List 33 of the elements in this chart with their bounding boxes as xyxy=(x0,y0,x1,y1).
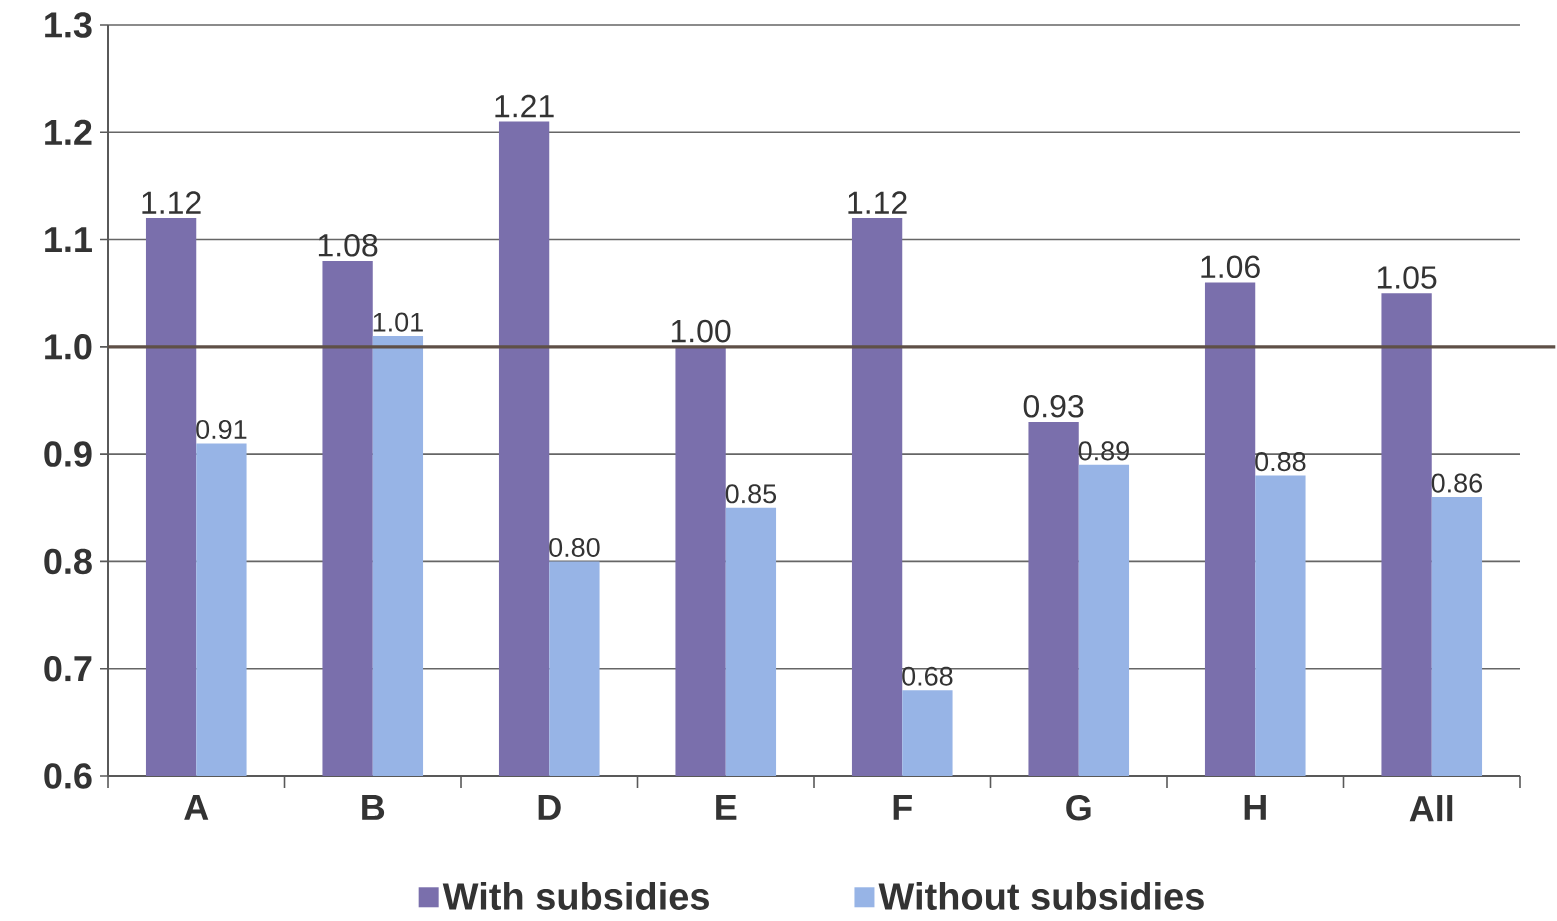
x-tick-label: H xyxy=(1244,795,1266,821)
data-label: 0.91 xyxy=(196,420,247,440)
y-tick-label: 1.0 xyxy=(45,334,92,360)
legend-label: Without subsidies xyxy=(878,882,1204,911)
x-tick-label: A xyxy=(184,795,209,821)
data-label: 1.05 xyxy=(1377,266,1437,290)
data-label: 0.88 xyxy=(1255,452,1306,472)
data-label: 0.93 xyxy=(1023,395,1084,418)
y-tick-label: 0.8 xyxy=(44,548,92,575)
y-tick-label: 1.3 xyxy=(45,12,92,38)
data-label: 1.12 xyxy=(848,191,907,214)
x-tick-label: E xyxy=(716,795,737,821)
data-label: 0.68 xyxy=(902,666,953,686)
y-tick-label: 1.1 xyxy=(45,227,92,253)
x-tick-label: B xyxy=(362,795,385,821)
data-label: 0.86 xyxy=(1431,473,1482,493)
data-label: 1.06 xyxy=(1201,255,1260,279)
y-tick-label: 0.7 xyxy=(44,656,92,682)
y-tick-label: 0.6 xyxy=(44,763,92,789)
data-label: 1.21 xyxy=(495,95,554,118)
y-tick-label: 1.2 xyxy=(45,119,92,146)
x-tick-label: All xyxy=(1409,795,1453,822)
data-label: 1.12 xyxy=(142,191,201,214)
x-tick-label: F xyxy=(893,795,912,821)
data-label: 0.85 xyxy=(725,484,777,504)
y-tick-label: 0.9 xyxy=(44,441,92,468)
x-tick-label: G xyxy=(1066,795,1091,821)
data-label: 1.01 xyxy=(373,312,423,332)
data-label: 0.80 xyxy=(549,538,600,558)
data-label: 1.00 xyxy=(671,320,731,343)
x-tick-label: D xyxy=(538,795,561,821)
legend-label: With subsidies xyxy=(442,882,709,911)
data-label: 1.08 xyxy=(318,234,378,257)
